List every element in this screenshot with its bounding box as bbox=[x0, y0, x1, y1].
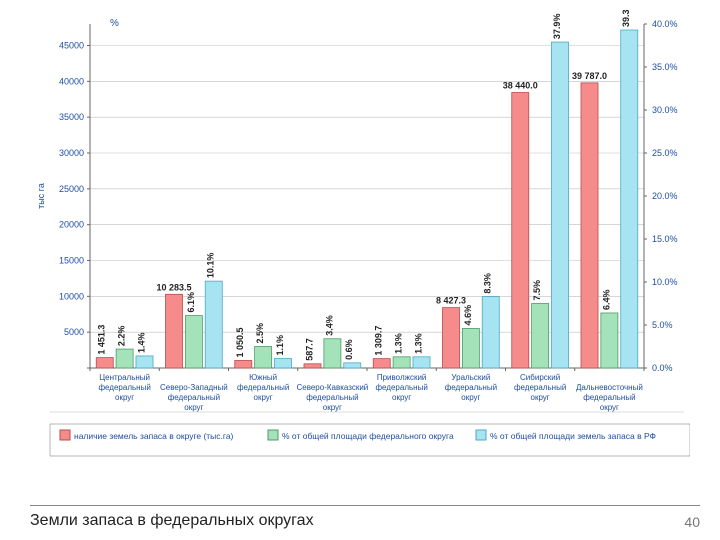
svg-text:1.3%: 1.3% bbox=[394, 333, 404, 354]
svg-text:федеральный: федеральный bbox=[375, 383, 427, 392]
svg-text:5.0%: 5.0% bbox=[652, 320, 673, 330]
svg-text:39 787.0: 39 787.0 bbox=[572, 71, 607, 81]
svg-text:0.0%: 0.0% bbox=[652, 363, 673, 373]
svg-text:Северо-Кавказский: Северо-Кавказский bbox=[296, 383, 368, 392]
svg-text:федеральный: федеральный bbox=[306, 393, 358, 402]
svg-text:% от общей площади федеральног: % от общей площади федерального округа bbox=[282, 431, 454, 441]
svg-text:округ: округ bbox=[461, 393, 480, 402]
svg-text:10 283.5: 10 283.5 bbox=[156, 282, 191, 292]
svg-text:40.0%: 40.0% bbox=[652, 19, 678, 29]
svg-text:25.0%: 25.0% bbox=[652, 148, 678, 158]
svg-text:федеральный: федеральный bbox=[168, 393, 220, 402]
svg-text:округ: округ bbox=[184, 403, 203, 412]
svg-text:8.3%: 8.3% bbox=[483, 273, 493, 294]
svg-text:1 309.7: 1 309.7 bbox=[374, 326, 384, 356]
svg-text:Центральный: Центральный bbox=[99, 373, 150, 382]
svg-text:0.6%: 0.6% bbox=[344, 339, 354, 360]
svg-text:%: % bbox=[110, 18, 119, 29]
svg-text:наличие земель запаса в округе: наличие земель запаса в округе (тыс.га) bbox=[74, 431, 234, 441]
svg-text:25000: 25000 bbox=[59, 184, 84, 194]
svg-text:округ: округ bbox=[115, 393, 134, 402]
svg-text:федеральный: федеральный bbox=[98, 383, 150, 392]
page-caption: Земли запаса в федеральных округах bbox=[30, 512, 314, 530]
svg-text:10.0%: 10.0% bbox=[652, 277, 678, 287]
svg-text:федеральный: федеральный bbox=[445, 383, 497, 392]
svg-text:Северо-Западный: Северо-Западный bbox=[160, 383, 228, 392]
svg-text:тыс га: тыс га bbox=[36, 183, 46, 209]
svg-text:30000: 30000 bbox=[59, 148, 84, 158]
svg-text:Дальневосточный: Дальневосточный bbox=[576, 383, 643, 392]
svg-text:3.4%: 3.4% bbox=[324, 315, 334, 336]
footer-divider bbox=[30, 505, 700, 506]
svg-text:Сибирский: Сибирский bbox=[520, 373, 560, 382]
svg-text:% от общей площади земель запа: % от общей площади земель запаса в РФ bbox=[490, 431, 656, 441]
svg-text:1 451.3: 1 451.3 bbox=[97, 325, 107, 355]
svg-text:38 440.0: 38 440.0 bbox=[503, 81, 538, 91]
svg-text:10.1%: 10.1% bbox=[206, 253, 216, 279]
svg-text:587.7: 587.7 bbox=[305, 338, 315, 361]
svg-text:2.5%: 2.5% bbox=[255, 323, 265, 344]
svg-text:округ: округ bbox=[531, 393, 550, 402]
svg-text:7.5%: 7.5% bbox=[532, 280, 542, 301]
svg-text:6.4%: 6.4% bbox=[601, 289, 611, 310]
svg-text:округ: округ bbox=[392, 393, 411, 402]
svg-text:1 050.5: 1 050.5 bbox=[235, 327, 245, 357]
svg-text:федеральный: федеральный bbox=[583, 393, 635, 402]
svg-text:20000: 20000 bbox=[59, 220, 84, 230]
svg-text:15.0%: 15.0% bbox=[652, 234, 678, 244]
svg-text:округ: округ bbox=[600, 403, 619, 412]
svg-text:30.0%: 30.0% bbox=[652, 105, 678, 115]
svg-text:35000: 35000 bbox=[59, 112, 84, 122]
svg-text:10000: 10000 bbox=[59, 291, 84, 301]
svg-text:округ: округ bbox=[254, 393, 273, 402]
page-number: 40 bbox=[684, 514, 700, 530]
svg-text:1.3%: 1.3% bbox=[413, 333, 423, 354]
svg-text:15000: 15000 bbox=[59, 256, 84, 266]
svg-text:федеральный: федеральный bbox=[237, 383, 289, 392]
svg-text:1.1%: 1.1% bbox=[275, 335, 285, 356]
svg-text:1.4%: 1.4% bbox=[136, 332, 146, 353]
svg-text:45000: 45000 bbox=[59, 41, 84, 51]
svg-text:39.3%: 39.3% bbox=[621, 10, 631, 27]
svg-text:8 427.3: 8 427.3 bbox=[436, 296, 466, 306]
svg-text:20.0%: 20.0% bbox=[652, 191, 678, 201]
svg-text:6.1%: 6.1% bbox=[186, 292, 196, 313]
svg-text:4.6%: 4.6% bbox=[463, 305, 473, 326]
svg-text:2.2%: 2.2% bbox=[117, 326, 127, 347]
svg-text:округ: округ bbox=[323, 403, 342, 412]
svg-text:37.9%: 37.9% bbox=[552, 14, 562, 40]
svg-text:35.0%: 35.0% bbox=[652, 62, 678, 72]
svg-text:Уральский: Уральский bbox=[451, 373, 490, 382]
chart: 5000 10000 15000 20000 25000 30000 35000 40000 4… bbox=[30, 10, 690, 470]
svg-text:Приволжский: Приволжский bbox=[377, 373, 427, 382]
svg-text:Южный: Южный bbox=[249, 373, 277, 382]
svg-text:5000: 5000 bbox=[64, 327, 84, 337]
chart-svg: 5000 10000 15000 20000 25000 30000 35000 40000 4… bbox=[30, 10, 690, 470]
svg-text:40000: 40000 bbox=[59, 76, 84, 86]
svg-text:федеральный: федеральный bbox=[514, 383, 566, 392]
